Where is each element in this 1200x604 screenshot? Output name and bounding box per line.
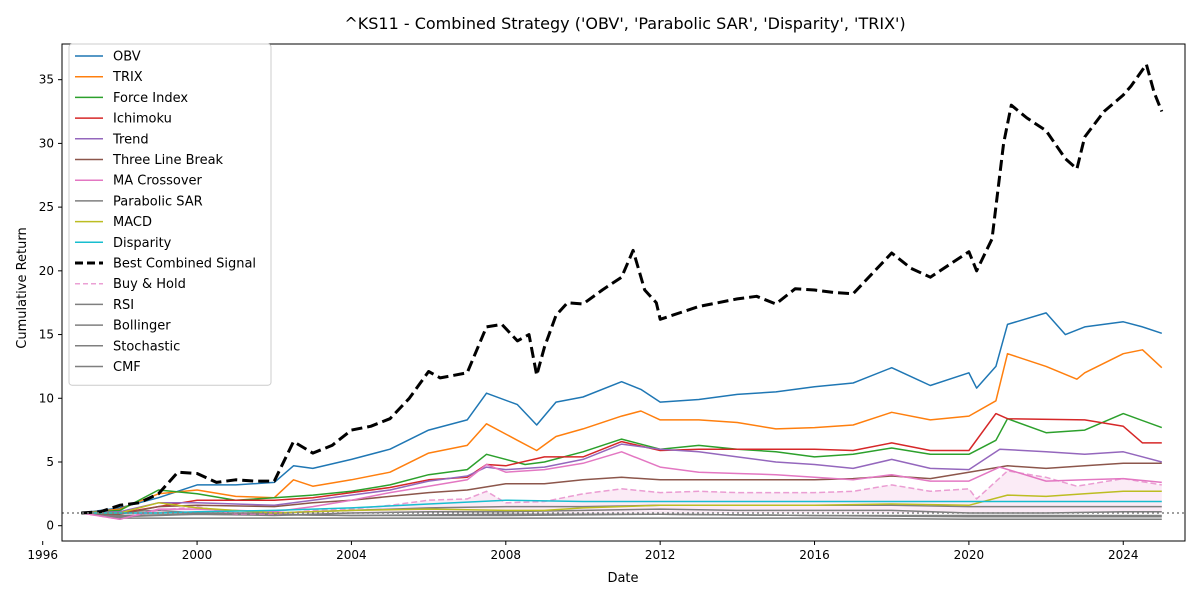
legend-label: RSI: [113, 298, 134, 313]
y-tick-label: 25: [39, 200, 54, 214]
legend-label: MACD: [113, 215, 152, 230]
y-tick-label: 20: [39, 264, 54, 278]
y-tick-label: 35: [39, 73, 54, 87]
x-tick-label: 1996: [27, 548, 58, 562]
y-tick-label: 15: [39, 328, 54, 342]
x-tick-label: 2000: [182, 548, 213, 562]
series-line-three-line-break: [81, 462, 1162, 515]
chart-title: ^KS11 - Combined Strategy ('OBV', 'Parab…: [344, 14, 905, 33]
legend-label: Buy & Hold: [113, 277, 186, 292]
legend-label: Disparity: [113, 236, 172, 251]
legend-label: Ichimoku: [113, 112, 172, 127]
series-line-obv: [81, 312, 1163, 514]
legend-label: Bollinger: [113, 319, 171, 334]
y-tick-label: 5: [46, 455, 54, 469]
series-line-disparity: [81, 499, 1162, 514]
legend-label: TRIX: [112, 70, 143, 85]
legend: OBV TRIX Force Index Ichimoku Trend Three Lin…: [68, 43, 272, 386]
series-line-best-combined-signal: [81, 62, 1164, 515]
series-line-ma-crossover: [81, 451, 1162, 521]
legend-label: Three Line Break: [112, 153, 224, 168]
y-tick-label: 0: [46, 519, 54, 533]
series-line-buy-hold: [81, 470, 1162, 521]
x-tick-label: 2020: [954, 548, 985, 562]
legend-box: [68, 43, 272, 386]
y-tick-label: 30: [39, 136, 54, 150]
series-line-force-index: [81, 412, 1163, 514]
y-axis-label: Cumulative Return: [15, 227, 30, 348]
legend-label: CMF: [113, 360, 141, 375]
x-tick-label: 2004: [336, 548, 367, 562]
buy-hold-fill-area: [81, 470, 1162, 520]
legend-label: OBV: [113, 50, 141, 65]
legend-label: Trend: [112, 132, 149, 147]
series-line-macd: [81, 490, 1162, 514]
legend-label: Force Index: [113, 91, 188, 106]
legend-label: Parabolic SAR: [113, 194, 203, 209]
x-tick-label: 2008: [491, 548, 522, 562]
plot-area: [62, 62, 1185, 521]
legend-label: MA Crossover: [113, 174, 203, 189]
legend-label: Stochastic: [113, 339, 180, 354]
series-line-stochastic: [81, 512, 1162, 518]
x-tick-label: 2024: [1108, 548, 1139, 562]
x-tick-label: 2012: [645, 548, 676, 562]
legend-label: Best Combined Signal: [113, 257, 256, 272]
y-tick-label: 10: [39, 391, 54, 405]
x-tick-label: 2016: [799, 548, 830, 562]
x-axis-label: Date: [607, 571, 638, 586]
series-line-trend: [81, 443, 1162, 514]
series-line-cmf: [81, 512, 1162, 521]
plot-frame: [61, 43, 1186, 542]
axes: 1996 2000 2004 2008 2012 2016 2020 2024 0 5 10 15 20…: [27, 43, 1186, 562]
series-line-trix: [81, 349, 1163, 514]
